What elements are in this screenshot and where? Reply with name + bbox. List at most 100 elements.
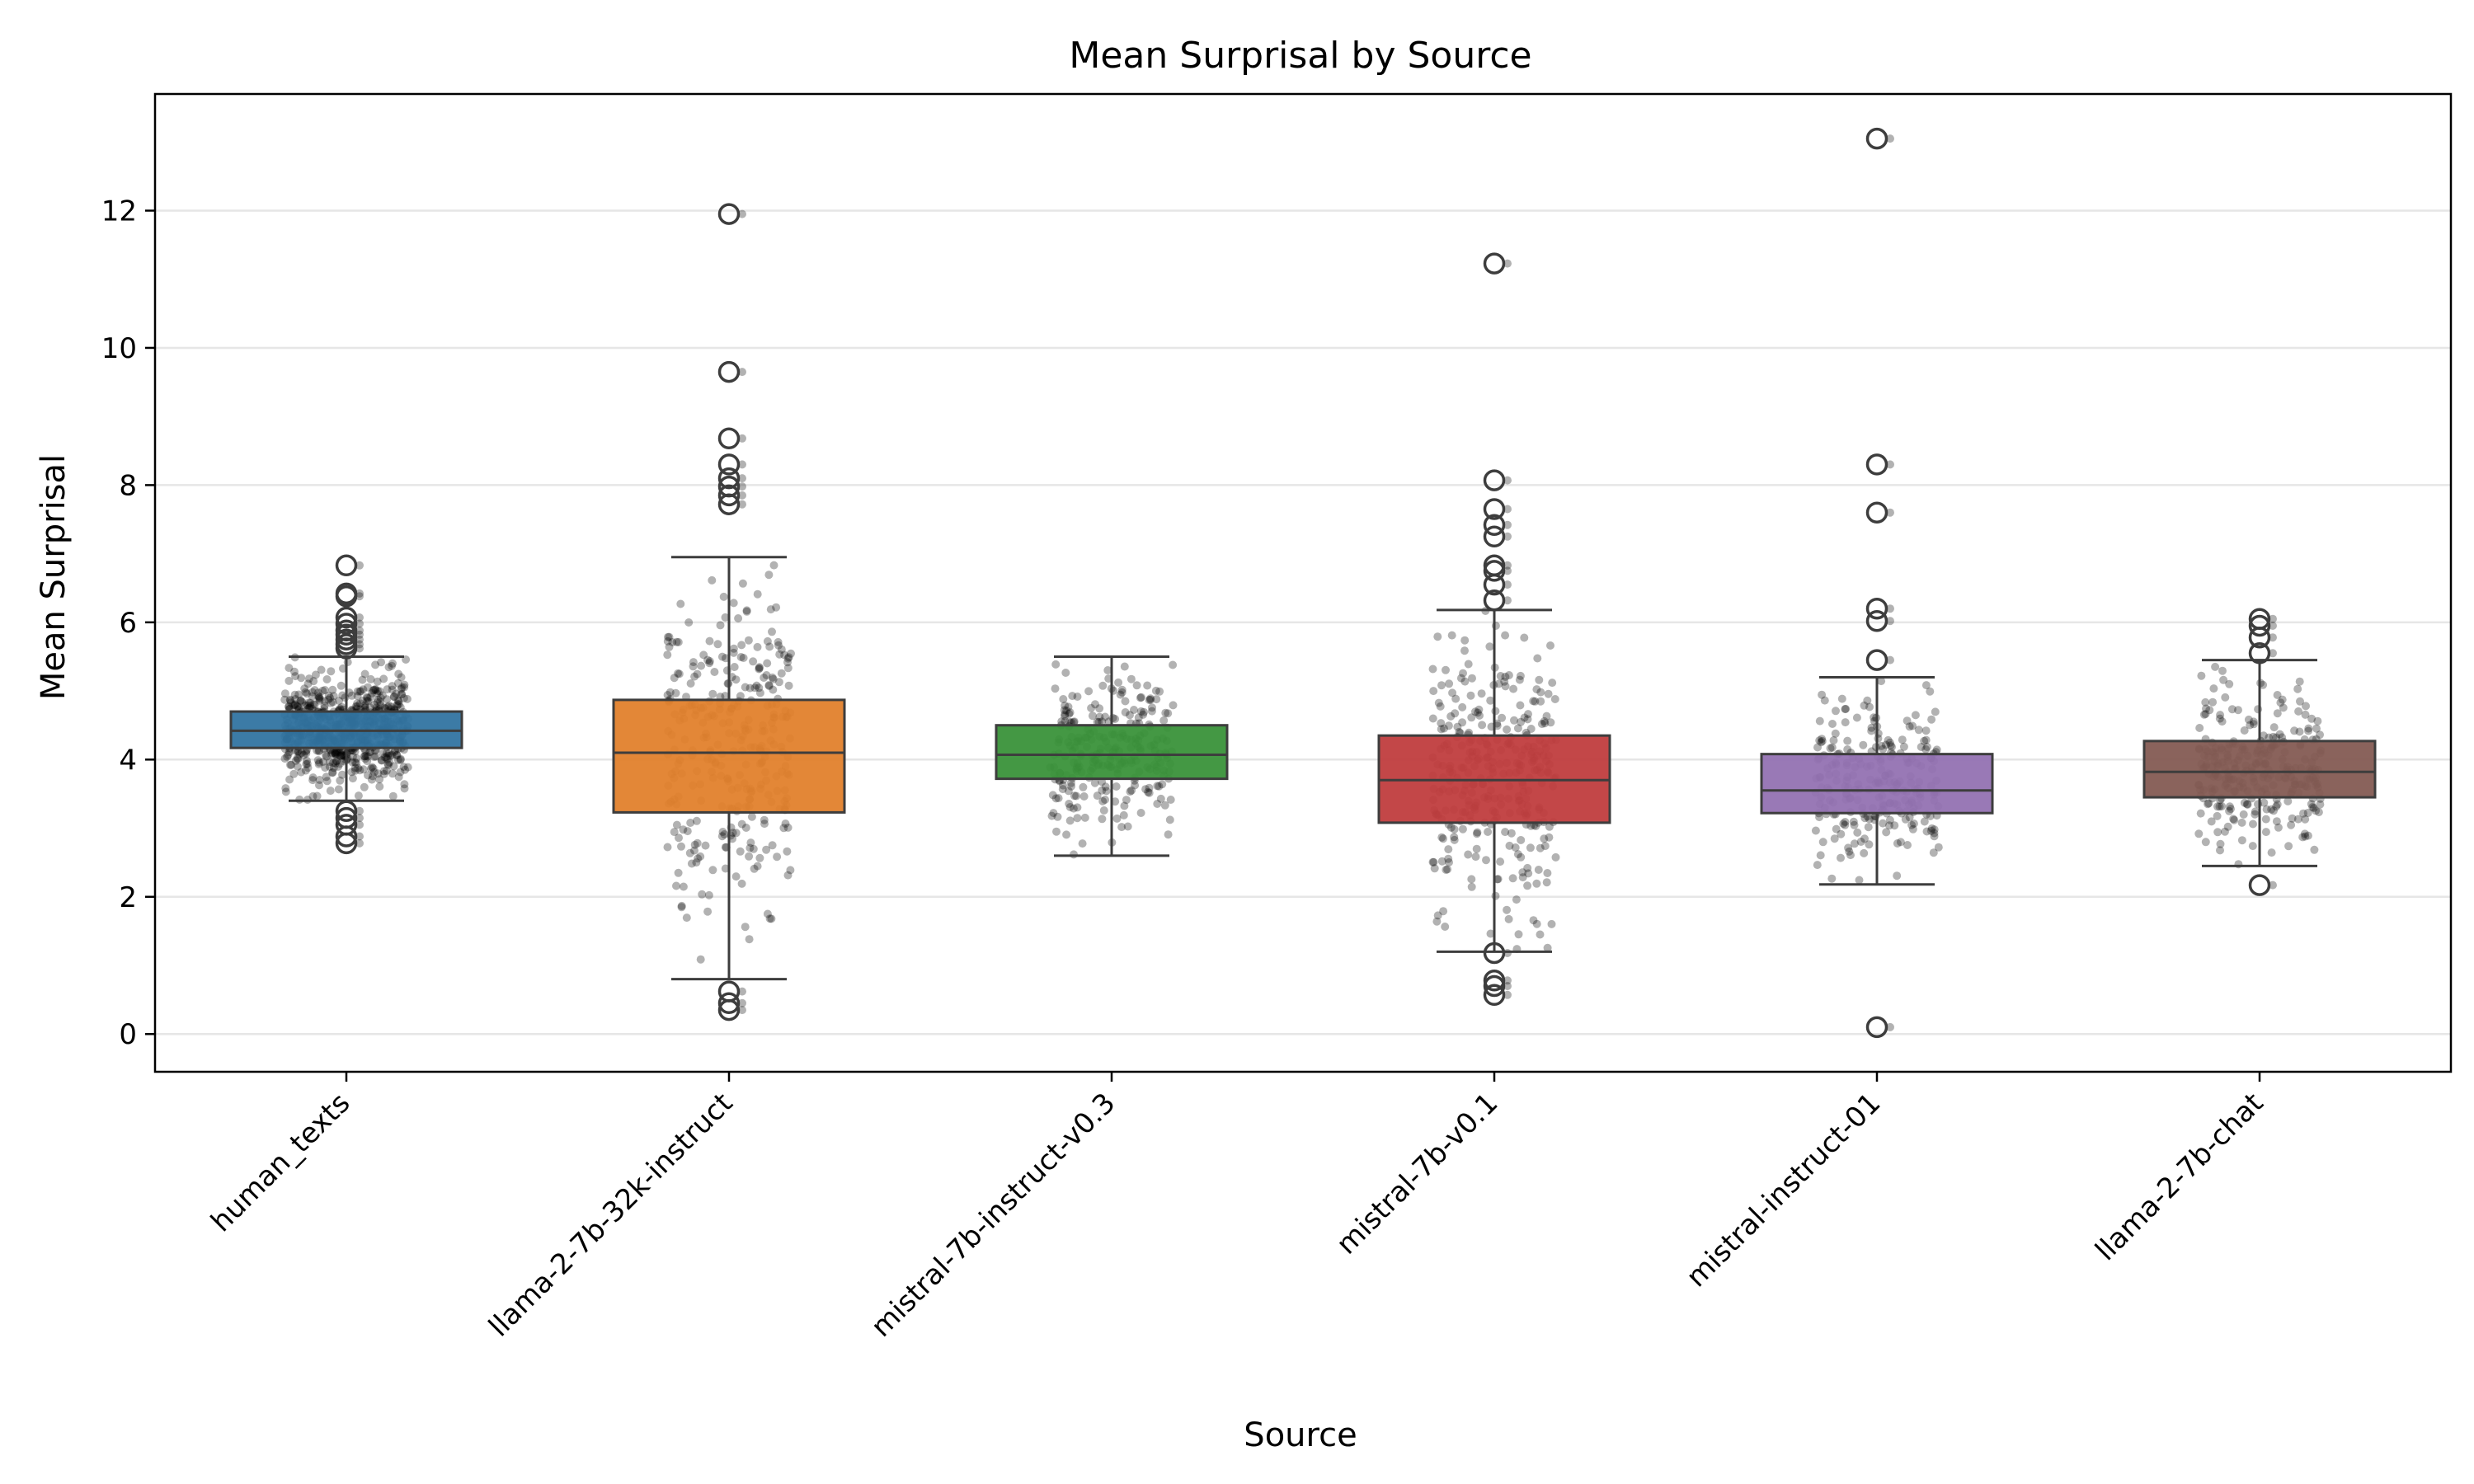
x-axis-label: Source (1244, 1416, 1357, 1454)
jitter-point (744, 636, 753, 645)
jitter-point (760, 815, 769, 824)
jitter-point (679, 825, 688, 834)
jitter-point (396, 755, 405, 764)
jitter-point (2204, 800, 2213, 809)
jitter-point (1428, 665, 1437, 674)
jitter-point (772, 603, 781, 612)
jitter-point (682, 913, 691, 923)
jitter-point (308, 776, 317, 785)
jitter-point (765, 914, 774, 923)
jitter-point (769, 685, 778, 694)
jitter-point (734, 614, 743, 622)
jitter-point (1503, 561, 1512, 570)
jitter-point (1841, 818, 1850, 826)
jitter-point (693, 669, 702, 679)
jitter-point (1503, 532, 1512, 541)
jitter-point (716, 621, 725, 630)
jitter-point (1543, 869, 1552, 877)
jitter-point (750, 864, 759, 873)
jitter-point (1102, 787, 1111, 796)
jitter-point (285, 702, 294, 711)
jitter-point (677, 842, 685, 851)
jitter-point (1472, 829, 1481, 838)
jitter-point (1460, 677, 1470, 686)
jitter-point (1867, 726, 1876, 735)
jitter-point (1827, 743, 1837, 752)
jitter-point (2269, 723, 2279, 732)
jitter-point (2278, 695, 2287, 704)
jitter-point (308, 688, 317, 697)
jitter-point (303, 701, 312, 710)
jitter-point (355, 814, 364, 823)
jitter-point (1146, 695, 1155, 704)
jitter-point (1058, 785, 1067, 794)
jitter-point (1475, 711, 1484, 720)
jitter-point (2240, 726, 2249, 735)
jitter-point (2307, 714, 2316, 723)
jitter-point (280, 689, 289, 698)
y-axis-label: Mean Surprisal (35, 454, 73, 700)
outlier-marker (1483, 469, 1506, 491)
outlier-marker (1865, 453, 1888, 476)
outlier-marker (1865, 649, 1888, 671)
outlier-marker (335, 585, 358, 608)
jitter-point (332, 749, 341, 758)
outlier-marker (717, 467, 741, 490)
jitter-point (774, 637, 783, 646)
jitter-point (738, 434, 746, 443)
jitter-point (314, 759, 323, 768)
jitter-point (349, 752, 357, 761)
jitter-point (1844, 843, 1853, 852)
jitter-point (306, 698, 315, 707)
jitter-point (359, 765, 368, 774)
jitter-point (675, 834, 683, 843)
jitter-point (379, 674, 388, 683)
outlier-marker (1865, 609, 1888, 632)
jitter-point (2211, 662, 2220, 671)
jitter-point (663, 636, 672, 646)
jitter-point (1090, 778, 1099, 787)
jitter-point (1117, 688, 1126, 697)
jitter-point (366, 748, 375, 757)
jitter-point (1439, 907, 1448, 916)
jitter-point (402, 694, 412, 703)
jitter-point (296, 696, 305, 705)
jitter-point (717, 652, 727, 661)
jitter-point (388, 682, 397, 691)
jitter-point (314, 692, 323, 701)
jitter-point (1068, 692, 1077, 701)
jitter-point (281, 787, 290, 796)
jitter-point (284, 750, 293, 759)
jitter-point (330, 749, 339, 757)
jitter-point (291, 756, 300, 765)
jitter-point (328, 768, 337, 777)
jitter-point (745, 935, 754, 944)
jitter-point (368, 688, 377, 697)
jitter-point (321, 686, 329, 694)
x-axis-ticks: human_texts llama-2-7b-32k-instruct mistra… (205, 1072, 2269, 1344)
jitter-point (718, 828, 727, 836)
jitter-point (390, 747, 399, 756)
jitter-point (313, 791, 322, 801)
jitter-point (354, 763, 363, 773)
jitter-point (322, 777, 332, 786)
jitter-point (1920, 736, 1929, 745)
jitter-point (1513, 724, 1522, 733)
jitter-point (1494, 679, 1503, 688)
jitter-point (1518, 868, 1527, 877)
outlier-marker (2248, 614, 2271, 637)
jitter-point (1888, 743, 1896, 751)
jitter-point (784, 653, 793, 662)
jitter-point (2216, 846, 2224, 855)
jitter-point (1813, 861, 1822, 870)
jitter-point (1101, 782, 1110, 791)
jitter-point (1865, 702, 1874, 711)
jitter-point (1093, 717, 1102, 726)
jitter-point (364, 697, 373, 706)
jitter-point (1920, 817, 1929, 826)
jitter-point (393, 696, 402, 705)
jitter-point (2316, 730, 2324, 740)
jitter-point (2269, 881, 2277, 890)
jitter-point (336, 776, 345, 785)
jitter-point (2316, 800, 2325, 809)
